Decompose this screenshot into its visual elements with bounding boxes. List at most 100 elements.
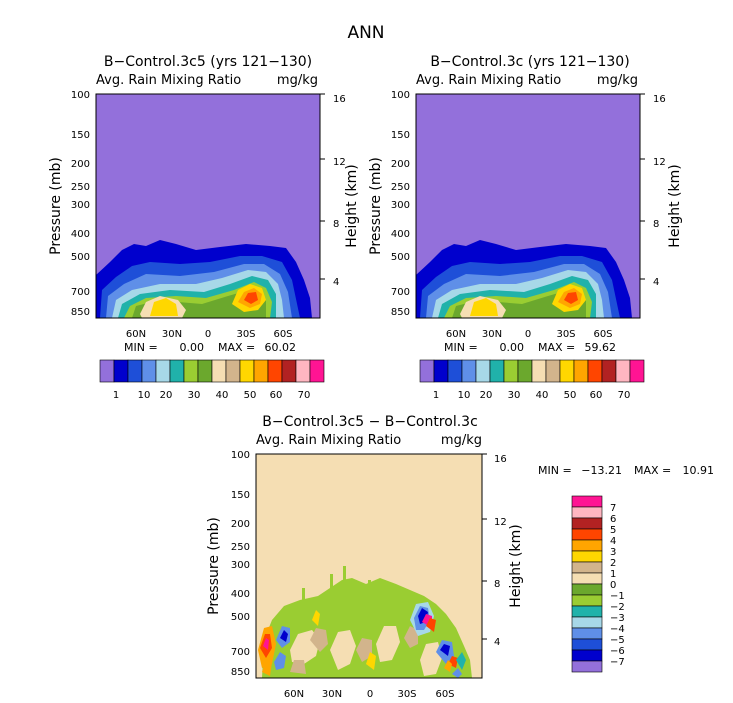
colorbar-swatch [253, 359, 269, 383]
colorbar-swatch [475, 359, 491, 383]
panel1-xtick: 0 [205, 329, 211, 340]
panel2-colorbar [419, 359, 645, 383]
colorbar-swatch [571, 649, 603, 662]
panel3-cbar-label: 3 [610, 547, 616, 558]
colorbar-swatch [571, 528, 603, 541]
panel1-max-value: 60.02 [265, 341, 297, 354]
panel3-subtitle: Avg. Rain Mixing Ratio [256, 433, 401, 448]
colorbar-swatch [141, 359, 157, 383]
panel3-ytick: 500 [231, 612, 250, 623]
panel3-y2tick: 8 [494, 579, 500, 590]
panel-control-3c: B−Control.3c (yrs 121−130) Avg. Rain Mix… [368, 54, 683, 401]
panel2-ytick: 100 [391, 90, 410, 101]
panel2-cbar-label: 40 [536, 390, 549, 401]
panel3-cbar-label: 4 [610, 536, 616, 547]
panel1-y2tick: 16 [333, 94, 346, 105]
panel3-ytick: 850 [231, 667, 250, 678]
panel2-units: mg/kg [597, 73, 638, 88]
colorbar-swatch [545, 359, 561, 383]
panel1-cbar-label: 60 [270, 390, 283, 401]
colorbar-swatch [99, 359, 115, 383]
colorbar-swatch [197, 359, 213, 383]
colorbar-swatch [615, 359, 631, 383]
colorbar-swatch [629, 359, 645, 383]
panel2-xtick: 60S [593, 329, 612, 340]
panel1-xtick: 30N [162, 329, 182, 340]
panel1-ytick: 400 [71, 229, 90, 240]
panel1-ylabel: Pressure (mb) [48, 157, 64, 255]
colorbar-swatch [573, 359, 589, 383]
panel2-ytick: 850 [391, 307, 410, 318]
panel3-min-value: −13.21 [581, 464, 622, 477]
panel3-colorbar [571, 495, 603, 673]
colorbar-swatch [571, 539, 603, 552]
panel1-y2tick: 12 [333, 157, 346, 168]
panel2-left-axis: 100 150 200 250 300 400 500 700 850 Pres… [368, 90, 410, 318]
colorbar-swatch [571, 561, 603, 574]
colorbar-swatch [281, 359, 297, 383]
panel1-min-label: MIN = [124, 341, 158, 354]
colorbar-swatch [239, 359, 255, 383]
panel2-min-value: 0.00 [500, 341, 525, 354]
colorbar-swatch [571, 605, 603, 618]
colorbar-swatch [587, 359, 603, 383]
panel3-ytick: 200 [231, 519, 250, 530]
colorbar-swatch [571, 594, 603, 607]
colorbar-swatch [571, 627, 603, 640]
panel3-cbar-label: −3 [610, 613, 625, 624]
panel2-right-axis: 16 12 8 4 Height (km) [640, 93, 683, 288]
panel3-xtick: 30N [322, 689, 342, 700]
panel3-y2tick: 12 [494, 517, 507, 528]
colorbar-swatch [489, 359, 505, 383]
panel2-ytick: 400 [391, 229, 410, 240]
panel1-ytick: 300 [71, 200, 90, 211]
panel2-y2tick: 8 [653, 219, 659, 230]
panel2-xtick: 0 [525, 329, 531, 340]
panel1-cbar-label: 30 [188, 390, 201, 401]
panel3-min-label: MIN = [538, 464, 572, 477]
panel3-cbar-label: 2 [610, 558, 616, 569]
panel3-cbar-label: −2 [610, 602, 625, 613]
panel2-cbar-label: 60 [590, 390, 603, 401]
panel1-cbar-label: 70 [298, 390, 311, 401]
panel3-cbar-label: 6 [610, 514, 616, 525]
panel2-y2label: Height (km) [667, 164, 683, 247]
panel3-ytick: 400 [231, 589, 250, 600]
panel1-units: mg/kg [277, 73, 318, 88]
panel2-ytick: 200 [391, 159, 410, 170]
panel2-y2tick: 12 [653, 157, 666, 168]
panel1-ytick: 200 [71, 159, 90, 170]
panel1-ytick: 500 [71, 252, 90, 263]
panel1-cbar-label: 50 [244, 390, 257, 401]
panel1-cbar-label: 20 [160, 390, 173, 401]
panel1-cbar-label: 40 [216, 390, 229, 401]
colorbar-swatch [571, 583, 603, 596]
panel2-colorbar-labels: 1 10 20 30 40 50 60 70 [433, 390, 631, 401]
colorbar-swatch [155, 359, 171, 383]
panel1-colorbar [99, 359, 325, 383]
panel2-subtitle: Avg. Rain Mixing Ratio [416, 73, 561, 88]
colorbar-swatch [309, 359, 325, 383]
colorbar-swatch [559, 359, 575, 383]
colorbar-swatch [571, 660, 603, 673]
panel3-left-axis: 100 150 200 250 300 400 500 700 850 Pres… [206, 450, 250, 678]
colorbar-swatch [571, 495, 603, 508]
panel3-max-label: MAX = [634, 464, 671, 477]
panel3-cbar-label: −7 [610, 657, 625, 668]
panel1-ytick: 850 [71, 307, 90, 318]
panel2-ylabel: Pressure (mb) [368, 157, 384, 255]
panel3-cbar-label: 0 [610, 580, 616, 591]
panel2-cbar-label: 30 [508, 390, 521, 401]
colorbar-swatch [267, 359, 283, 383]
colorbar-swatch [183, 359, 199, 383]
colorbar-swatch [571, 517, 603, 530]
panel1-plot-area [95, 93, 321, 319]
panel3-cbar-label: −5 [610, 635, 625, 646]
panel1-minmax: MIN = 0.00 MAX = 60.02 [124, 341, 296, 354]
panel3-max-value: 10.91 [683, 464, 715, 477]
panel2-max-value: 59.62 [585, 341, 617, 354]
panel3-title: B−Control.3c5 − B−Control.3c [262, 414, 478, 430]
panel3-cbar-label: 1 [610, 569, 616, 580]
colorbar-swatch [571, 638, 603, 651]
